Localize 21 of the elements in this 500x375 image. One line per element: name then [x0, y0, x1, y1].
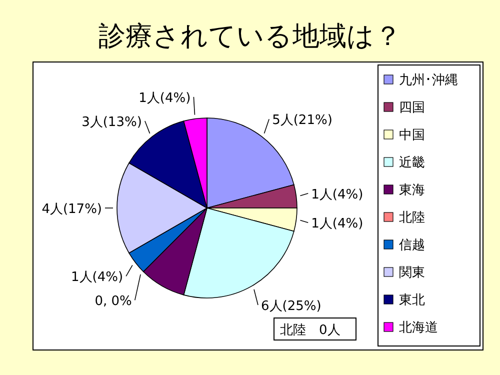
data-label: 4人(17%) — [42, 202, 102, 217]
chart-title: 診療されている地域は？ — [98, 21, 402, 52]
legend-label: 近畿 — [399, 156, 425, 170]
data-label: 1人(4%) — [311, 187, 364, 202]
data-label: 1人(4%) — [311, 216, 364, 232]
text: 0, 0% — [94, 294, 132, 310]
legend-label: 北海道 — [399, 320, 438, 336]
data-label: 5人(21%) — [272, 113, 332, 128]
legend-label: 中国 — [399, 128, 425, 143]
data-label: 3人(13%) — [82, 114, 142, 130]
legend-label: 関東 — [399, 266, 425, 280]
text: 北陸 0人 — [280, 323, 340, 338]
legend-label: 東北 — [399, 293, 425, 308]
legend-label: 北陸 — [399, 210, 425, 226]
data-label: 6人(25%) — [261, 298, 322, 314]
legend-label: 九州･沖縄 — [399, 73, 458, 88]
legend-label: 東海 — [399, 183, 425, 198]
data-label: 1人(4%) — [71, 270, 124, 286]
legend-label: 信越 — [399, 238, 425, 253]
data-label: 1人(4%) — [138, 90, 191, 106]
legend-label: 四国 — [399, 100, 425, 116]
